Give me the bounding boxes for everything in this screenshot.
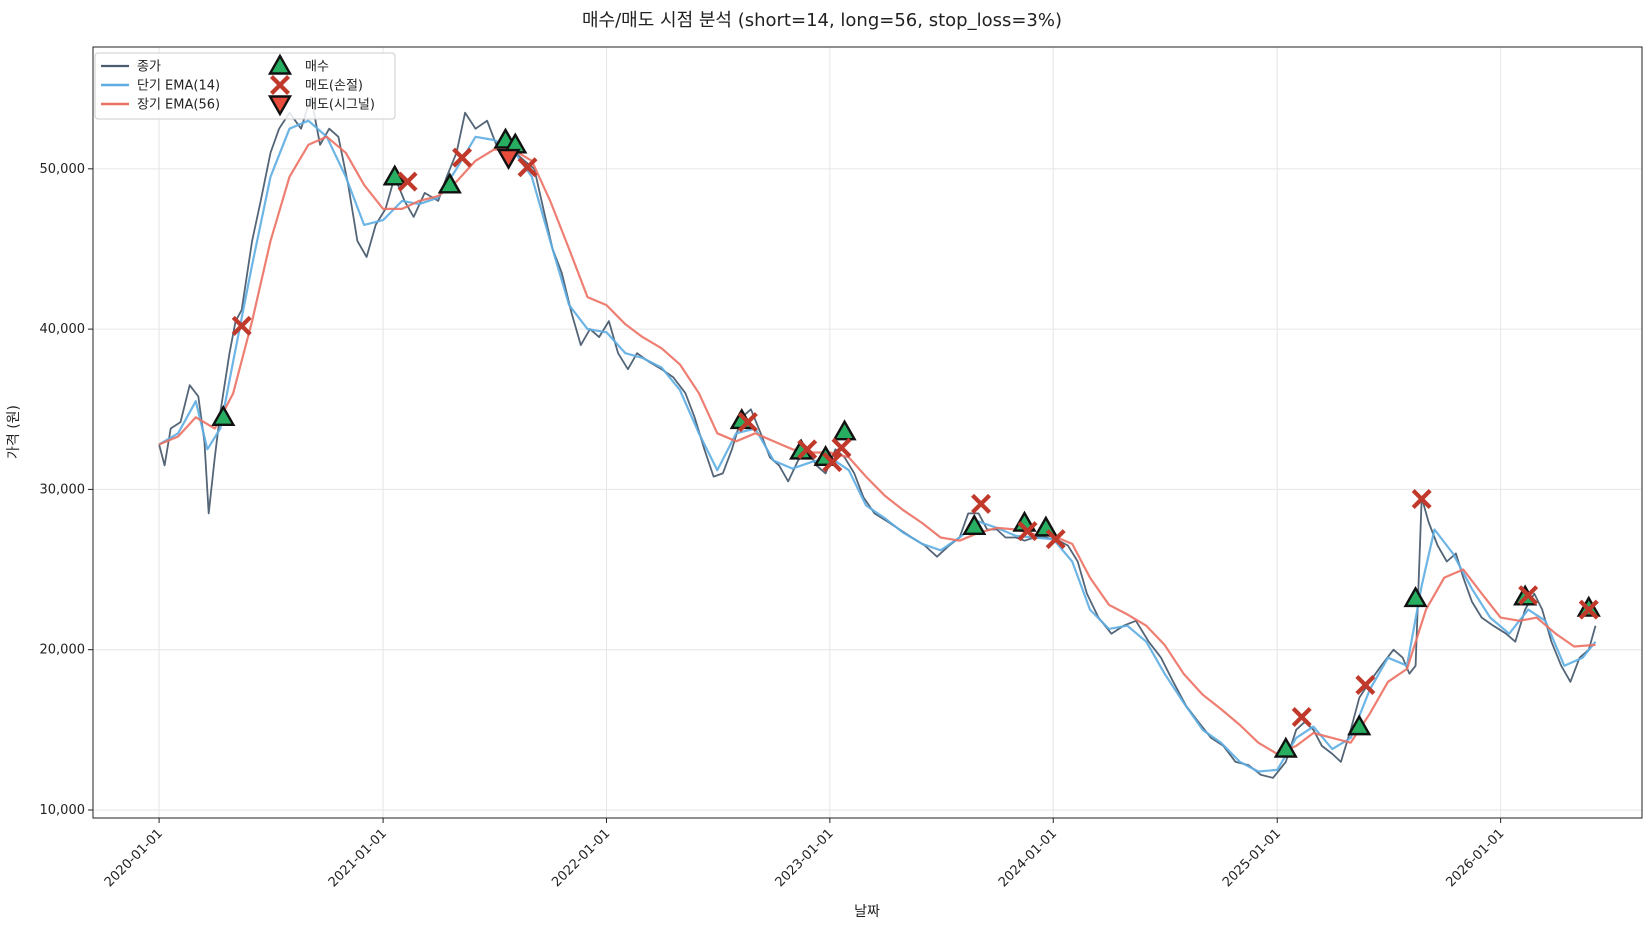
x-tick-label: 2022-01-01 (549, 826, 613, 890)
series-line-ema_short (158, 119, 1597, 773)
marker-sell_signal (496, 148, 521, 171)
marker-sell_stop-stroke (737, 412, 758, 433)
marker-sell_stop-stroke (1411, 489, 1432, 510)
y-tick-label: 30,000 (40, 482, 86, 497)
x-tick-label: 2026-01-01 (1443, 826, 1507, 890)
marker-sell_stop-stroke (231, 315, 252, 336)
legend-label-close: 종가 (137, 60, 161, 75)
marker-sell_stop (452, 147, 473, 168)
marker-buy (1403, 585, 1428, 608)
series-layer (158, 95, 1597, 779)
marker-layer (211, 127, 1601, 758)
legend-marker-sell_stop (270, 75, 290, 95)
axis-layer: 10,000 20,000 30,000 40,000 50,000 2020-01-01… (40, 162, 1508, 890)
marker-sell_stop (1578, 599, 1599, 620)
marker-sell_stop (1411, 489, 1432, 510)
marker-sell_stop-stroke (1578, 599, 1599, 620)
marker-sell_stop-stroke (397, 171, 418, 192)
legend-label-ema_long: 장기 EMA(56) (137, 98, 220, 113)
x-tick-label: 2023-01-01 (773, 826, 837, 890)
y-tick-label: 40,000 (40, 322, 86, 337)
marker-sell_stop (822, 452, 843, 473)
marker-sell_stop-stroke (831, 437, 852, 458)
marker-sell_stop (1291, 707, 1312, 728)
marker-sell_stop-stroke (517, 157, 538, 178)
marker-buy (1347, 714, 1372, 736)
legend-label-sell_stop: 매도(손절) (305, 79, 363, 94)
marker-sell_stop-stroke (452, 147, 473, 168)
x-tick-label: 2025-01-01 (1220, 826, 1284, 890)
chart-title: 매수/매도 시점 분석 (short=14, long=56, stop_los… (582, 10, 1062, 31)
marker-sell_stop-stroke (1518, 585, 1539, 606)
marker-sell_stop (797, 439, 818, 460)
marker-sell_stop (831, 437, 852, 458)
marker-buy (832, 419, 857, 441)
marker-sell_stop-stroke (1291, 707, 1312, 728)
marker-sell_stop-stroke (1045, 529, 1066, 550)
y-tick-label: 10,000 (40, 803, 86, 818)
marker-sell_stop (737, 412, 758, 433)
series-line-ema_long (158, 135, 1596, 756)
y-tick-label: 20,000 (40, 643, 86, 658)
marker-sell_stop-stroke (822, 452, 843, 473)
grid-layer (93, 47, 1642, 818)
legend-label-ema_short: 단기 EMA(14) (137, 79, 220, 94)
x-tick-label: 2024-01-01 (996, 826, 1060, 890)
marker-sell_stop (971, 493, 992, 514)
marker-sell_stop-stroke (971, 493, 992, 514)
y-axis-title: 가격 (원) (6, 405, 22, 459)
marker-sell_stop-stroke (797, 439, 818, 460)
y-tick-label: 50,000 (40, 162, 86, 177)
marker-sell_stop (1518, 585, 1539, 606)
legend-label-sell_signal: 매도(시그널) (305, 98, 375, 113)
marker-sell_stop (397, 171, 418, 192)
marker-sell_stop (231, 315, 252, 336)
plot-frame (92, 46, 1643, 819)
x-tick-label: 2020-01-01 (102, 826, 166, 890)
x-tick-label: 2021-01-01 (326, 826, 390, 890)
legend-marker-sell_stop-stroke (270, 75, 290, 95)
marker-sell_stop-stroke (1017, 521, 1038, 542)
marker-sell_stop (517, 157, 538, 178)
x-axis-title: 날짜 (854, 904, 880, 920)
marker-sell_stop (1355, 674, 1376, 695)
legend-marker-sell_signal (267, 95, 293, 117)
marker-buy (211, 404, 236, 426)
legend-label-buy: 매수 (305, 60, 329, 75)
marker-sell_stop (1017, 521, 1038, 542)
marker-sell_stop-stroke (1355, 674, 1376, 695)
marker-sell_stop (1045, 529, 1066, 550)
marker-buy (1033, 515, 1058, 537)
legend-box (94, 52, 396, 120)
marker-buy (437, 172, 462, 194)
marker-buy (1273, 736, 1298, 758)
marker-buy (962, 513, 987, 535)
legend-marker-buy (267, 53, 293, 75)
